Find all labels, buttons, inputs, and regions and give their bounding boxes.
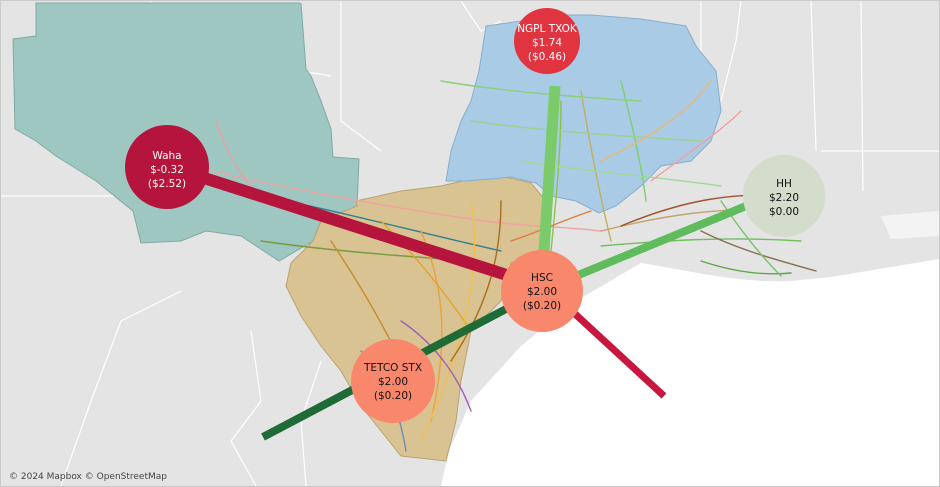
coastal-bay (881, 211, 939, 239)
hub-hh-price: $2.20 (769, 192, 799, 204)
hub-ngpl-txok-price: $1.74 (532, 37, 562, 49)
hub-hsc-price: $2.00 (527, 286, 557, 298)
hub-ngpl-txok-name: NGPL TXOK (517, 23, 578, 35)
hub-ngpl-txok-basis: ($0.46) (528, 51, 566, 63)
hub-waha-marker (125, 125, 209, 209)
hub-hh-marker (743, 155, 825, 237)
hub-hsc-name: HSC (531, 272, 553, 284)
hub-waha-price: $-0.32 (150, 164, 184, 176)
hub-hsc-marker (501, 250, 583, 332)
hub-hsc-basis: ($0.20) (523, 300, 561, 312)
midcontinent-region (445, 14, 722, 214)
hub-tetco-stx-price: $2.00 (378, 376, 408, 388)
hub-ngpl-txok-marker (514, 8, 580, 74)
hub-hh[interactable]: HH $2.20 $0.00 (743, 155, 825, 237)
hub-waha[interactable]: Waha $-0.32 ($2.52) (125, 125, 209, 209)
hub-hh-name: HH (776, 178, 792, 190)
flow-hh-to-hsc (574, 202, 748, 280)
hub-waha-basis: ($2.52) (148, 178, 186, 190)
flow-waha-to-hsc (199, 171, 543, 292)
hub-tetco-stx-marker (351, 339, 435, 423)
hub-tetco-stx-name: TETCO STX (363, 362, 422, 374)
flow-hsc-to-gulf (558, 298, 667, 399)
hub-hsc[interactable]: HSC $2.00 ($0.20) (501, 250, 583, 332)
map-attribution[interactable]: © 2024 Mapbox © OpenStreetMap (9, 472, 167, 482)
hub-ngpl-txok[interactable]: NGPL TXOK $1.74 ($0.46) (514, 8, 580, 74)
hub-tetco-stx[interactable]: TETCO STX $2.00 ($0.20) (351, 339, 435, 423)
hub-waha-name: Waha (152, 150, 181, 162)
hub-tetco-stx-basis: ($0.20) (374, 390, 412, 402)
hub-hh-basis: $0.00 (769, 206, 799, 218)
flow-ngpl-to-hsc (538, 85, 561, 252)
